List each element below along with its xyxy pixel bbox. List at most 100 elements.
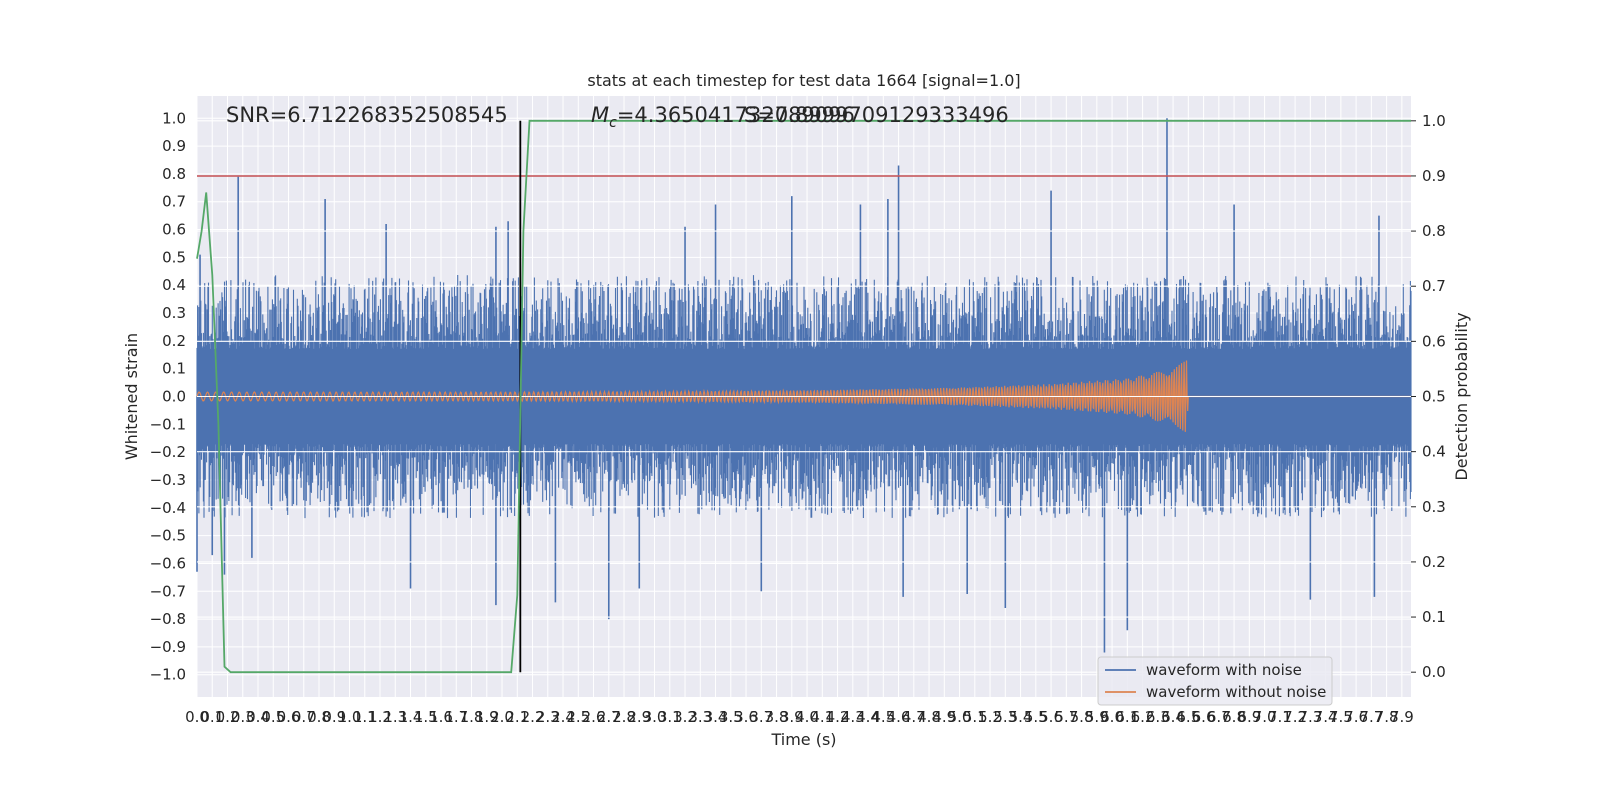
x-tick-label: 3.5 [719,708,743,726]
x-tick-label: 4.3 [841,708,865,726]
x-tick-label: 2.2 [521,708,545,726]
x-tick-label: 7.0 [1253,708,1277,726]
x-tick-label: 4.2 [826,708,850,726]
x-tick-label: 2.1 [505,708,529,726]
x-tick-label: 4.0 [795,708,819,726]
x-tick-label: 1.6 [429,708,453,726]
chart-title: stats at each timestep for test data 166… [587,71,1020,90]
x-tick-label: 7.6 [1344,708,1368,726]
y-tick-label: 0.8 [162,165,186,183]
x-tick-label: 3.2 [673,708,697,726]
y-tick-label: −0.7 [150,582,186,600]
y-tick-label: 0.6 [162,221,186,239]
y-tick-label: 0.5 [162,248,186,266]
x-tick-label: 7.2 [1283,708,1307,726]
x-tick-label: 6.4 [1161,708,1185,726]
y-tick-label: 0.2 [162,332,186,350]
x-tick-label: 2.6 [582,708,606,726]
chirp-mass-value: =4.365041732789096 [617,103,855,127]
y2-tick-label: 0.8 [1422,222,1446,240]
x-tick-label: 6.3 [1146,708,1170,726]
x-tick-label: 6.0 [1100,708,1124,726]
x-tick-label: 2.3 [536,708,560,726]
x-tick-label: 7.1 [1268,708,1292,726]
x-tick-label: 4.6 [887,708,911,726]
y2-axis-label: Detection probability [1452,312,1471,480]
x-tick-label: 4.4 [856,708,880,726]
x-tick-label: 5.2 [978,708,1002,726]
overlap-annotation: S=0.8999709129333496 [744,103,1009,127]
y-tick-label: 0.3 [162,304,186,322]
chirp-mass-annotation: Mc=4.365041732789096 [591,103,855,131]
x-tick-label: 3.9 [780,708,804,726]
x-tick-label: 7.5 [1329,708,1353,726]
y-tick-label: −0.3 [150,471,186,489]
legend-label-waveform-without-noise: waveform without noise [1146,683,1326,701]
y-tick-label: −0.1 [150,415,186,433]
y-tick-label: −0.8 [150,610,186,628]
x-tick-label: 6.8 [1222,708,1246,726]
x-tick-label: 2.5 [566,708,590,726]
x-tick-label: 0.7 [292,708,316,726]
y-tick-label: 0.1 [162,360,186,378]
x-tick-label: 6.6 [1192,708,1216,726]
x-tick-label: 0.8 [307,708,331,726]
y2-tick-label: 0.0 [1422,663,1446,681]
x-tick-label: 5.3 [993,708,1017,726]
series-waveform-with-noise [196,118,1412,653]
y-tick-label: 1.0 [162,109,186,127]
x-tick-label: 4.7 [902,708,926,726]
y-tick-label: −0.2 [150,443,186,461]
y-tick-label: 0.0 [162,388,186,406]
x-tick-label: 7.9 [1390,708,1414,726]
x-tick-label: 5.6 [1039,708,1063,726]
x-tick-label: 6.2 [1131,708,1155,726]
x-tick-label: 2.4 [551,708,575,726]
x-tick-label: 3.0 [643,708,667,726]
x-tick-label: 5.7 [1054,708,1078,726]
y-tick-label: −0.9 [150,638,186,656]
legend: waveform with noise waveform without noi… [1097,656,1333,706]
y-tick-label: −0.4 [150,499,186,517]
x-tick-label: 7.7 [1359,708,1383,726]
x-tick-label: 5.5 [1024,708,1048,726]
x-tick-label: 3.6 [734,708,758,726]
tick-layer: 0.00.10.20.30.40.50.60.70.80.91.01.11.21… [150,109,1446,726]
y2-tick-label: 0.5 [1422,388,1446,406]
chirp-mass-symbol: M [591,103,609,127]
x-tick-label: 3.3 [688,708,712,726]
y-tick-label: −1.0 [150,666,186,684]
x-tick-label: 2.7 [597,708,621,726]
x-tick-label: 1.2 [368,708,392,726]
y2-tick-label: 0.3 [1422,498,1446,516]
y-tick-label: 0.7 [162,193,186,211]
x-tick-label: 3.8 [765,708,789,726]
y-tick-label: 0.9 [162,137,186,155]
x-tick-label: 3.1 [658,708,682,726]
x-tick-label: 7.4 [1314,708,1338,726]
x-tick-label: 5.8 [1070,708,1094,726]
y2-tick-label: 1.0 [1422,112,1446,130]
legend-label-waveform-with-noise: waveform with noise [1146,661,1302,679]
x-tick-label: 1.4 [399,708,423,726]
x-tick-label: 7.3 [1298,708,1322,726]
y2-tick-label: 0.1 [1422,608,1446,626]
x-axis-label: Time (s) [770,730,836,749]
x-tick-label: 0.4 [246,708,270,726]
x-tick-label: 6.9 [1237,708,1261,726]
x-tick-label: 1.0 [338,708,362,726]
x-tick-label: 2.9 [627,708,651,726]
x-tick-label: 2.8 [612,708,636,726]
x-tick-label: 0.6 [277,708,301,726]
x-tick-label: 5.9 [1085,708,1109,726]
x-tick-label: 6.5 [1176,708,1200,726]
x-tick-label: 3.4 [704,708,728,726]
x-tick-label: 4.5 [871,708,895,726]
x-tick-label: 4.1 [810,708,834,726]
y-tick-label: −0.6 [150,554,186,572]
x-tick-label: 5.4 [1009,708,1033,726]
x-tick-label: 7.8 [1375,708,1399,726]
x-tick-label: 4.8 [917,708,941,726]
y2-tick-label: 0.9 [1422,167,1446,185]
